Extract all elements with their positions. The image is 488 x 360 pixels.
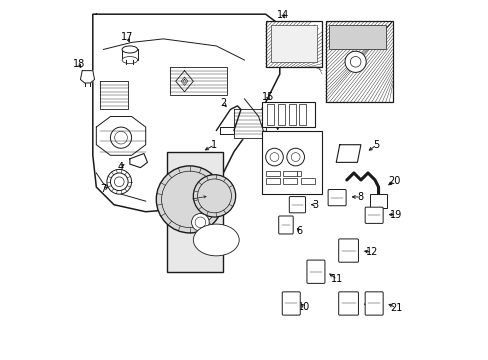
Polygon shape <box>96 117 145 155</box>
Text: 14: 14 <box>277 10 289 20</box>
Bar <box>270 25 316 62</box>
Text: 7: 7 <box>100 184 106 194</box>
FancyBboxPatch shape <box>282 292 300 315</box>
Polygon shape <box>336 145 360 162</box>
Bar <box>283 171 297 176</box>
Bar <box>328 25 385 49</box>
Ellipse shape <box>122 46 137 53</box>
Text: 12: 12 <box>366 247 378 257</box>
FancyBboxPatch shape <box>306 260 324 283</box>
FancyBboxPatch shape <box>338 292 358 315</box>
FancyBboxPatch shape <box>365 207 383 224</box>
Bar <box>265 171 279 176</box>
Ellipse shape <box>122 57 137 64</box>
Circle shape <box>345 51 366 72</box>
Text: 8: 8 <box>357 192 363 202</box>
Bar <box>300 178 314 184</box>
Text: 18: 18 <box>72 59 84 69</box>
Bar <box>265 21 322 67</box>
Text: 10: 10 <box>298 302 310 312</box>
Polygon shape <box>93 14 279 212</box>
Text: 5: 5 <box>373 140 379 150</box>
Bar <box>265 178 279 184</box>
Text: 20: 20 <box>387 176 400 186</box>
FancyBboxPatch shape <box>289 197 305 213</box>
Text: 6: 6 <box>296 226 303 236</box>
Bar <box>278 104 285 125</box>
Circle shape <box>107 170 131 194</box>
FancyBboxPatch shape <box>327 189 346 206</box>
Text: 15: 15 <box>262 92 274 102</box>
Polygon shape <box>81 71 94 83</box>
Polygon shape <box>175 71 193 92</box>
Circle shape <box>156 166 223 233</box>
Bar <box>122 49 137 60</box>
Bar <box>369 194 386 208</box>
Text: 2: 2 <box>220 98 226 108</box>
Polygon shape <box>170 67 226 95</box>
Bar <box>166 152 223 272</box>
Circle shape <box>193 175 235 217</box>
Text: 4: 4 <box>117 162 123 172</box>
Polygon shape <box>233 109 265 138</box>
Text: 9: 9 <box>368 302 374 312</box>
Circle shape <box>191 213 209 231</box>
Text: 17: 17 <box>121 32 133 42</box>
FancyBboxPatch shape <box>365 292 383 315</box>
FancyBboxPatch shape <box>278 216 293 234</box>
Bar <box>325 21 392 102</box>
Polygon shape <box>219 127 233 134</box>
Text: 11: 11 <box>330 274 343 284</box>
Polygon shape <box>100 81 128 109</box>
Circle shape <box>265 148 283 166</box>
Bar <box>299 104 305 125</box>
Bar <box>297 171 300 176</box>
Ellipse shape <box>193 224 239 256</box>
Bar <box>262 131 322 194</box>
Text: 13: 13 <box>350 83 362 93</box>
Bar <box>262 102 314 127</box>
FancyBboxPatch shape <box>338 239 358 262</box>
Bar <box>267 104 274 125</box>
Bar <box>283 178 297 184</box>
Text: 21: 21 <box>389 303 402 313</box>
Text: 16: 16 <box>271 120 283 130</box>
Bar <box>288 104 295 125</box>
Polygon shape <box>130 154 147 168</box>
Text: 3: 3 <box>311 200 318 210</box>
Text: 19: 19 <box>389 210 402 220</box>
Circle shape <box>286 148 304 166</box>
Text: 1: 1 <box>211 140 217 150</box>
Circle shape <box>110 173 128 190</box>
